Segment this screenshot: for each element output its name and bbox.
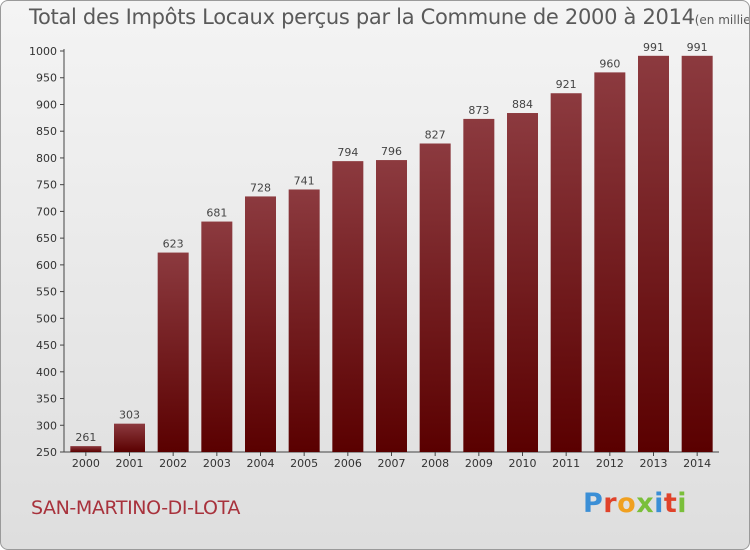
y-tick-label: 300 [36,419,57,432]
logo-letter: i [654,488,664,519]
bar-2001 [114,423,145,452]
x-tick-label: 2011 [552,457,580,470]
y-tick-label: 550 [36,286,57,299]
x-tick-label: 2013 [640,457,668,470]
chart-unit: (en milliers d'€) [694,13,750,27]
x-tick-label: 2009 [465,457,493,470]
bar-value-label: 921 [556,78,577,91]
logo-letter: i [677,488,688,519]
logo-letter: P [583,488,604,519]
bar-2004 [245,196,276,452]
bar-value-label: 623 [163,238,184,251]
x-tick-label: 2004 [247,457,275,470]
chart-title: Total des Impôts Locaux perçus par la Co… [29,5,750,29]
bar-value-label: 960 [599,57,620,70]
bar-2012 [594,72,626,453]
bar-value-label: 991 [687,41,708,54]
bar-value-label: 827 [425,128,446,141]
logo-letter: x [636,488,655,519]
bar-2011 [550,93,582,452]
y-tick-label: 700 [36,205,57,218]
logo-letter: o [617,488,637,519]
bar-2005 [288,189,320,452]
bar-value-label: 794 [337,146,358,159]
proxiti-logo[interactable]: Proxiti [583,488,687,519]
y-tick-label: 250 [36,446,57,459]
bar-value-label: 873 [468,104,489,117]
bar-value-label: 681 [206,207,227,220]
bar-2010 [507,113,538,452]
x-tick-label: 2008 [421,457,449,470]
x-tick-label: 2005 [290,457,318,470]
bar-value-label: 796 [381,145,402,158]
bar-value-label: 741 [294,174,315,187]
x-tick-label: 2006 [334,457,362,470]
bar-2013 [638,55,669,452]
y-tick-label: 400 [36,366,57,379]
bar-2008 [419,143,451,453]
bar-value-label: 991 [643,41,664,54]
x-tick-label: 2010 [509,457,537,470]
bar-2000 [70,446,102,452]
bar-2014 [681,55,713,452]
y-tick-label: 750 [36,179,57,192]
x-tick-label: 2002 [159,457,187,470]
bar-value-label: 261 [75,431,96,444]
x-tick-label: 2000 [72,457,100,470]
y-tick-label: 800 [36,152,57,165]
y-tick-label: 500 [36,312,57,325]
y-tick-label: 850 [36,125,57,138]
commune-name: SAN-MARTINO-DI-LOTA [31,497,240,519]
logo-letter: r [603,488,618,519]
y-tick-label: 900 [36,98,57,111]
bar-value-label: 728 [250,181,271,194]
bar-2002 [157,252,189,452]
x-tick-label: 2012 [596,457,624,470]
x-tick-label: 2007 [378,457,406,470]
y-tick-label: 650 [36,232,57,245]
y-tick-label: 350 [36,393,57,406]
y-tick-label: 1000 [29,45,57,58]
bar-2006 [332,161,364,452]
bar-2009 [463,118,495,453]
bar-2003 [201,221,233,452]
y-tick-label: 950 [36,72,57,85]
logo-letter: t [663,488,678,519]
bar-2007 [376,160,407,452]
y-tick-label: 600 [36,259,57,272]
x-tick-label: 2014 [683,457,711,470]
x-tick-label: 2001 [116,457,144,470]
chart-title-text: Total des Impôts Locaux perçus par la Co… [29,5,695,29]
y-tick-label: 450 [36,339,57,352]
bar-value-label: 884 [512,98,533,111]
x-tick-label: 2003 [203,457,231,470]
bar-value-label: 303 [119,409,140,422]
